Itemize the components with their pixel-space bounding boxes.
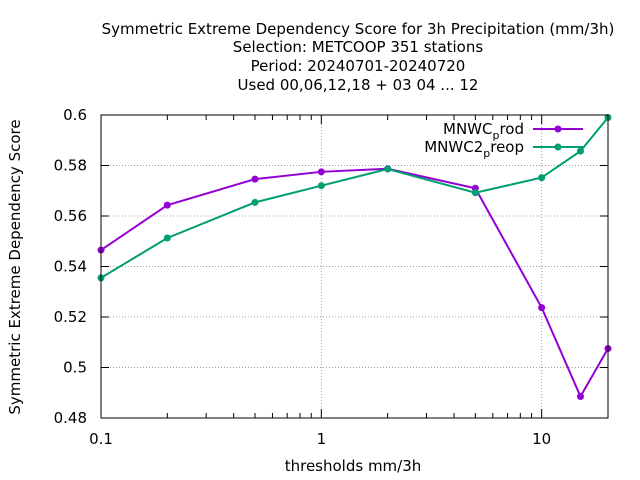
title-line-3: Period: 20240701-20240720 [251,57,466,75]
y-tick-label: 0.58 [54,157,87,175]
grid-lines [101,115,608,418]
y-tick-label: 0.48 [54,409,87,427]
x-tick-label: 10 [532,430,551,448]
y-tick-label: 0.56 [54,207,87,225]
plot-frame [100,114,609,419]
data-point [317,168,325,176]
data-point [251,175,259,183]
data-point [538,174,546,182]
data-point [163,201,171,209]
x-axis-label: thresholds mm/3h [285,457,422,475]
series-line [100,116,609,279]
x-tick-label: 0.1 [89,430,113,448]
data-point [471,189,479,197]
data-point [163,234,171,242]
data-point [538,304,546,312]
data-point [317,182,325,190]
y-tick-label: 0.5 [63,359,87,377]
y-tick-label: 0.6 [63,106,87,124]
legend-label-mnwc2-preop: MNWC2preop [424,138,524,160]
data-point [251,198,259,206]
series-line [100,167,609,399]
legend-label-mnwc-prod: MNWCprod [443,120,524,142]
legend-marker-mnwc2-preop [554,143,562,151]
y-tick-label: 0.52 [54,308,87,326]
series-layer [97,114,612,401]
axis-ticks [100,114,609,419]
x-tick-label: 1 [317,430,327,448]
legend-entry-mnwc-prod: MNWCprod [443,120,583,142]
chart-title: Symmetric Extreme Dependency Score for 3… [102,20,615,94]
series-mnwc2-preop [97,114,612,282]
series-mnwc-prod [97,165,612,401]
legend-marker-mnwc-prod [554,125,562,133]
data-point [384,165,392,173]
y-tick-label: 0.54 [54,258,87,276]
data-point [576,147,584,155]
title-line-1: Symmetric Extreme Dependency Score for 3… [102,20,615,38]
title-line-2: Selection: METCOOP 351 stations [233,38,484,56]
title-line-4: Used 00,06,12,18 + 03 04 ... 12 [238,76,479,94]
legend-entry-mnwc2-preop: MNWC2preop [424,138,583,160]
y-axis-label: Symmetric Extreme Dependency Score [6,119,24,414]
legend: MNWCprod MNWC2preop [424,120,583,160]
data-point [576,393,584,401]
